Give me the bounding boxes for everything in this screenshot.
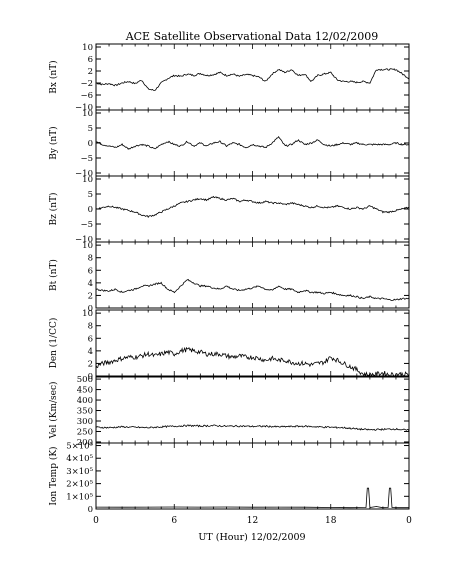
x-axis-label: UT (Hour) 12/02/2009 xyxy=(198,532,305,543)
y-tick-label: 0 xyxy=(88,205,93,215)
y-tick-label: −2 xyxy=(80,79,93,89)
y-tick-label: 2 xyxy=(88,67,93,77)
panel-2: 10 5 0 −5 −10 Bz (nT) xyxy=(48,175,410,245)
panel-frame xyxy=(95,43,410,111)
y-tick-label: 0 xyxy=(88,372,93,382)
panel-frame xyxy=(95,442,410,510)
series-line xyxy=(95,424,410,432)
y-tick-label: 8 xyxy=(88,322,93,332)
y-axis-label: Bt (nT) xyxy=(48,259,59,291)
panels: 10 6 2 −2 −6 −10 Bx (nT) 10 5 0 −5 −10 By (nT) 10 5 0 −5… xyxy=(48,43,410,515)
y-tick-label: 500 xyxy=(77,375,93,385)
y-axis-label: By (nT) xyxy=(48,126,59,159)
y-tick-label: 10 xyxy=(82,309,93,319)
y-axis-label: Den (1/CC) xyxy=(48,318,59,369)
y-tick-label: 8 xyxy=(88,254,93,264)
y-axis-label: Bx (nT) xyxy=(48,60,59,93)
y-tick-label: 10 xyxy=(82,43,93,53)
y-tick-label: 6 xyxy=(88,55,93,65)
y-tick-label: 3×10⁵ xyxy=(66,467,93,477)
x-tick-label: 0 xyxy=(93,516,99,526)
y-tick-label: 0 xyxy=(88,505,93,515)
x-tick-label: 12 xyxy=(247,516,258,526)
series-line xyxy=(95,278,410,302)
y-tick-label: 5×10⁵ xyxy=(66,442,93,452)
panel-1: 10 5 0 −5 −10 By (nT) xyxy=(48,109,410,179)
y-tick-label: 2 xyxy=(88,291,93,301)
panel-0: 10 6 2 −2 −6 −10 Bx (nT) xyxy=(48,43,410,113)
panel-frame xyxy=(95,376,410,444)
y-tick-label: −10 xyxy=(75,103,93,113)
y-tick-label: 300 xyxy=(77,417,93,427)
y-axis-label: Bz (nT) xyxy=(48,192,59,225)
y-tick-label: 0 xyxy=(88,304,93,314)
chart-title: ACE Satellite Observational Data 12/02/2… xyxy=(125,30,379,43)
x-tick-label: 6 xyxy=(171,516,177,526)
y-tick-label: 6 xyxy=(88,266,93,276)
y-tick-label: 2 xyxy=(88,359,93,369)
y-tick-label: 250 xyxy=(77,427,93,437)
y-tick-label: 5 xyxy=(88,124,93,134)
y-tick-label: 5 xyxy=(88,190,93,200)
series-line xyxy=(95,68,410,91)
y-tick-label: 4 xyxy=(88,347,93,357)
y-tick-label: 2×10⁵ xyxy=(66,480,93,490)
y-tick-label: −10 xyxy=(75,169,93,179)
y-tick-label: −5 xyxy=(80,154,93,164)
y-tick-label: 10 xyxy=(82,241,93,251)
series-line xyxy=(95,487,409,509)
x-tick-label: 0 xyxy=(406,516,412,526)
y-tick-label: 6 xyxy=(88,334,93,344)
panel-frame xyxy=(95,309,410,377)
series-line xyxy=(95,195,410,218)
y-tick-label: 0 xyxy=(88,139,93,149)
panel-3: 10 8 6 4 2 0 Bt (nT) xyxy=(48,241,410,314)
y-tick-label: 10 xyxy=(82,175,93,185)
y-tick-label: 10 xyxy=(82,109,93,119)
x-axis: 0 6 12 18 0 xyxy=(93,516,412,526)
y-tick-label: 4×10⁵ xyxy=(66,454,93,464)
y-tick-label: 400 xyxy=(77,396,93,406)
y-axis-label: Vel (Km/sec) xyxy=(48,381,59,439)
panel-4: 10 8 6 4 2 0 Den (1/CC) xyxy=(48,309,410,382)
y-tick-label: −5 xyxy=(80,220,93,230)
y-tick-label: 4 xyxy=(88,279,93,289)
y-tick-label: 450 xyxy=(77,386,93,396)
y-tick-label: −10 xyxy=(75,235,93,245)
y-tick-label: 350 xyxy=(77,407,93,417)
series-line xyxy=(96,135,410,150)
y-tick-label: 1×10⁵ xyxy=(66,492,93,502)
y-axis-label: Ion Temp (K) xyxy=(48,446,59,505)
y-tick-label: 200 xyxy=(77,438,93,448)
y-tick-label: −6 xyxy=(80,91,93,101)
x-tick-label: 18 xyxy=(325,516,337,526)
series-line xyxy=(95,346,410,378)
panel-frame xyxy=(95,109,410,177)
panel-6: 5×10⁵ 4×10⁵ 3×10⁵ 2×10⁵ 1×10⁵ 0 Ion Temp (K) xyxy=(48,442,410,515)
